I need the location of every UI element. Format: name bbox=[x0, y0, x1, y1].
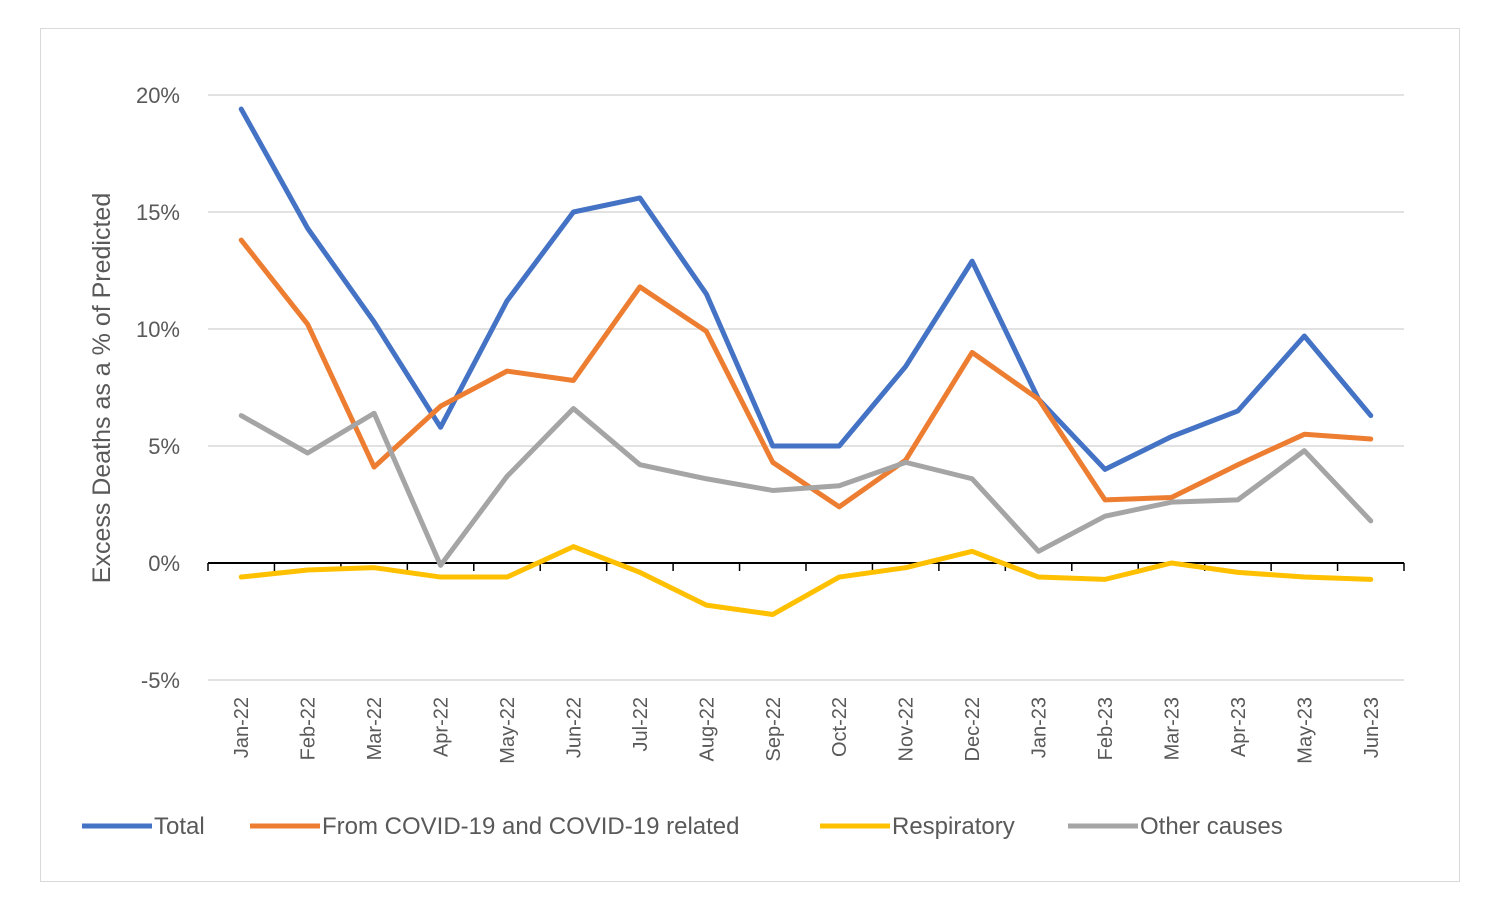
x-tick-label: Aug-22 bbox=[696, 697, 718, 762]
series-line-total bbox=[238, 106, 1374, 472]
x-tick-label: Feb-22 bbox=[298, 697, 320, 760]
x-tick-label: Apr-23 bbox=[1228, 697, 1250, 757]
legend-item: Respiratory bbox=[820, 813, 1015, 840]
y-tick-label: 0% bbox=[148, 551, 180, 576]
y-tick-label: 5% bbox=[148, 434, 180, 459]
x-tick-label: Mar-22 bbox=[364, 697, 386, 760]
legend-label: From COVID-19 and COVID-19 related bbox=[322, 813, 739, 840]
legend-label: Total bbox=[154, 813, 205, 840]
x-tick-label: Apr-22 bbox=[431, 697, 453, 757]
x-tick-label: Mar-23 bbox=[1161, 697, 1183, 760]
x-tick-label: May-22 bbox=[497, 697, 519, 764]
legend-item: From COVID-19 and COVID-19 related bbox=[250, 813, 739, 840]
x-tick-label: Nov-22 bbox=[896, 697, 918, 761]
x-tick-label: Jan-23 bbox=[1029, 697, 1051, 758]
series-line-other-causes bbox=[238, 406, 1374, 568]
legend-item: Other causes bbox=[1068, 813, 1283, 840]
x-tick-label: Jul-22 bbox=[630, 697, 652, 751]
x-tick-label: Dec-22 bbox=[962, 697, 984, 761]
y-tick-label: -5% bbox=[141, 668, 180, 693]
legend-label: Respiratory bbox=[892, 813, 1015, 840]
x-tick-label: Feb-23 bbox=[1095, 697, 1117, 760]
legend-item: Total bbox=[82, 813, 205, 840]
series-line-respiratory bbox=[238, 544, 1374, 617]
legend-label: Other causes bbox=[1140, 813, 1283, 840]
y-tick-label: 15% bbox=[136, 200, 180, 225]
x-tick-label: Jun-22 bbox=[563, 697, 585, 758]
x-tick-label: Oct-22 bbox=[829, 697, 851, 757]
x-tick-label: May-23 bbox=[1294, 697, 1316, 764]
x-tick-label: Sep-22 bbox=[763, 697, 785, 762]
y-tick-label: 10% bbox=[136, 317, 180, 342]
y-axis-label: Excess Deaths as a % of Predicted bbox=[88, 193, 116, 583]
y-tick-label: 20% bbox=[136, 83, 180, 108]
x-tick-label: Jun-23 bbox=[1361, 697, 1383, 758]
series-line-from-covid-19-and-covid-19-related bbox=[238, 237, 1374, 510]
x-tick-label: Jan-22 bbox=[231, 697, 253, 758]
